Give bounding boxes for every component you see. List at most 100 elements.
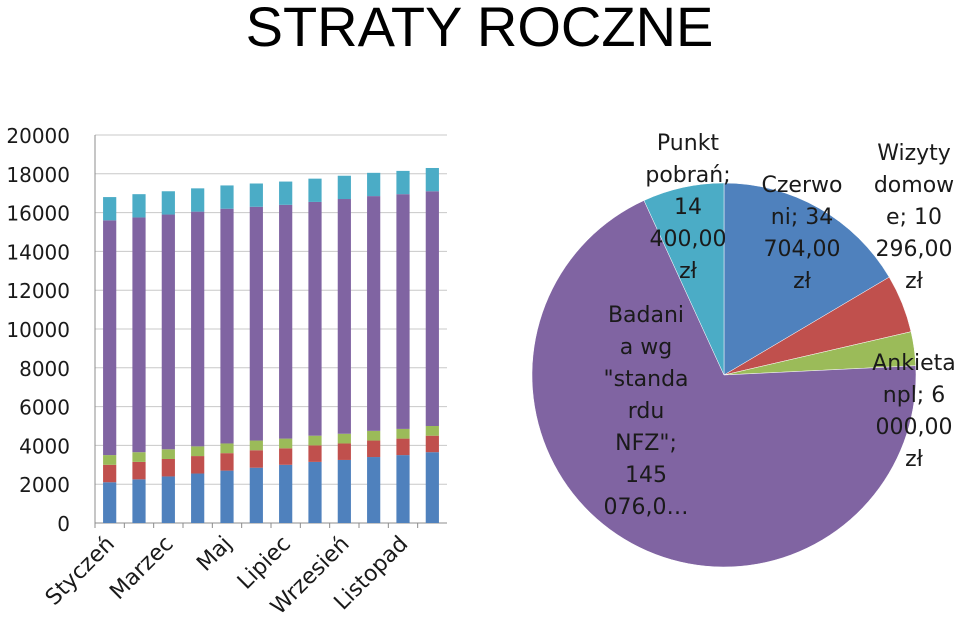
bar-segment-cyan: [220, 185, 234, 209]
y-tick-label: 12000: [6, 279, 70, 303]
bar-segment-cyan: [367, 172, 381, 197]
y-tick-label: 16000: [6, 202, 70, 226]
x-tick-label: Marzec: [105, 532, 178, 605]
y-tick-label: 10000: [6, 318, 70, 342]
pie-label-line: ni; 34: [771, 205, 833, 230]
bar-segment-green: [132, 452, 146, 462]
bar-segment-green: [425, 426, 439, 436]
bar-segment-green: [396, 428, 410, 439]
bar-segment-cyan: [161, 191, 175, 215]
bar-segment-blue: [161, 476, 175, 523]
pie-chart: Czerwo ni; 34 704,00 zł Wizyty domow e; 10 296,…: [531, 131, 956, 568]
bar-segment-blue: [337, 459, 351, 523]
pie-label-line: "standa: [603, 367, 688, 392]
bar-segment-cyan: [103, 197, 117, 221]
y-tick-label: 20000: [6, 124, 70, 148]
pie-label-line: zł: [905, 447, 924, 472]
pie-label-line: Czerwo: [762, 173, 843, 198]
pie-data-label: Wizyty domow e; 10 296,00 zł: [874, 141, 954, 294]
y-tick-label: 2000: [19, 473, 70, 497]
chart-title: STRATY ROCZNE: [245, 0, 714, 58]
pie-data-label: Czerwo ni; 34 704,00 zł: [762, 173, 843, 294]
y-tick-label: 18000: [6, 163, 70, 187]
pie-label-line: npl; 6: [883, 383, 945, 408]
bar-segment-blue: [396, 455, 410, 523]
pie-label-line: rdu: [628, 399, 665, 424]
y-tick-label: 0: [57, 512, 70, 536]
bar-segment-blue: [249, 467, 263, 523]
bar-segment-purple: [161, 214, 175, 450]
x-tick-label: Styczeń: [41, 532, 120, 611]
bar-segment-red: [425, 435, 439, 453]
bar-segment-green: [191, 446, 205, 457]
pie-slice-cyan: [643, 182, 725, 376]
bar-segment-purple: [249, 206, 263, 441]
y-tick-label: 4000: [19, 434, 70, 458]
pie-label-line: zł: [679, 259, 698, 284]
pie-label-line: zł: [793, 269, 812, 294]
bar-segment-purple: [396, 194, 410, 429]
bar-segment-purple: [367, 196, 381, 431]
bar-segment-purple: [191, 211, 205, 447]
stacked-bar-chart: 0 2000 4000 6000 8000 10000 12000 14000 16000 180…: [6, 124, 447, 620]
pie-data-label: Badani a wg "standa rdu NFZ"; 145 076,0…: [603, 303, 688, 520]
bar-segment-green: [249, 440, 263, 451]
pie-label-line: NFZ";: [615, 431, 677, 456]
bar-segment-green: [308, 435, 322, 446]
bar-segment-blue: [367, 457, 381, 523]
y-tick-label: 14000: [6, 240, 70, 264]
pie-label-line: Badani: [608, 303, 684, 328]
bar-segment-red: [308, 445, 322, 462]
bar-segment-purple: [132, 217, 146, 453]
bar-segment-purple: [279, 204, 293, 439]
pie-label-line: Ankieta: [872, 351, 956, 376]
pie-label-line: 14: [674, 195, 702, 220]
bar-segment-blue: [103, 482, 117, 523]
bar-segment-cyan: [396, 170, 410, 195]
bar-segment-cyan: [191, 188, 205, 212]
pie-label-line: domow: [874, 173, 954, 198]
bar-segment-blue: [132, 479, 146, 523]
bar-segment-red: [396, 438, 410, 456]
pie-label-line: 145: [625, 463, 667, 488]
pie-label-line: 000,00: [876, 415, 953, 440]
bar-segment-red: [103, 464, 117, 483]
bar-segment-red: [279, 448, 293, 465]
pie-data-label: Ankieta npl; 6 000,00 zł: [872, 351, 956, 472]
pie-data-label: Punkt pobrań; 14 400,00 zł: [645, 131, 730, 284]
bar-segment-purple: [103, 220, 117, 456]
bar-segment-red: [220, 453, 234, 471]
bar-segment-red: [161, 458, 175, 477]
bar-segment-green: [367, 430, 381, 441]
bar-segment-green: [279, 438, 293, 449]
bar-segment-blue: [220, 470, 234, 523]
bar-segment-cyan: [337, 175, 351, 200]
bar-segment-cyan: [308, 178, 322, 202]
bar-segment-red: [249, 450, 263, 468]
bar-segment-green: [161, 449, 175, 459]
bar-segment-purple: [425, 191, 439, 426]
bar-segment-green: [337, 433, 351, 444]
bar-segment-purple: [308, 201, 322, 436]
bar-segment-red: [367, 440, 381, 458]
pie-label-line: Wizyty: [877, 141, 951, 166]
pie-label-line: 400,00: [650, 227, 727, 252]
y-tick-label: 8000: [19, 357, 70, 381]
bar-segment-red: [191, 456, 205, 474]
bar-segment-cyan: [249, 183, 263, 207]
x-tick-label: Maj: [192, 532, 237, 577]
bar-segment-blue: [279, 464, 293, 523]
pie-label-line: a wg: [620, 335, 672, 360]
bar-segment-blue: [425, 452, 439, 523]
bar-segment-blue: [308, 461, 322, 523]
pie-label-line: zł: [905, 269, 924, 294]
bar-segment-purple: [220, 208, 234, 444]
y-tick-label: 6000: [19, 396, 70, 420]
bar-segment-green: [220, 443, 234, 454]
bar-segment-red: [337, 443, 351, 460]
pie-label-line: Punkt: [657, 131, 720, 156]
bar-segment-red: [132, 461, 146, 480]
bar-segment-purple: [337, 199, 351, 434]
pie-label-line: e; 10: [886, 205, 942, 230]
